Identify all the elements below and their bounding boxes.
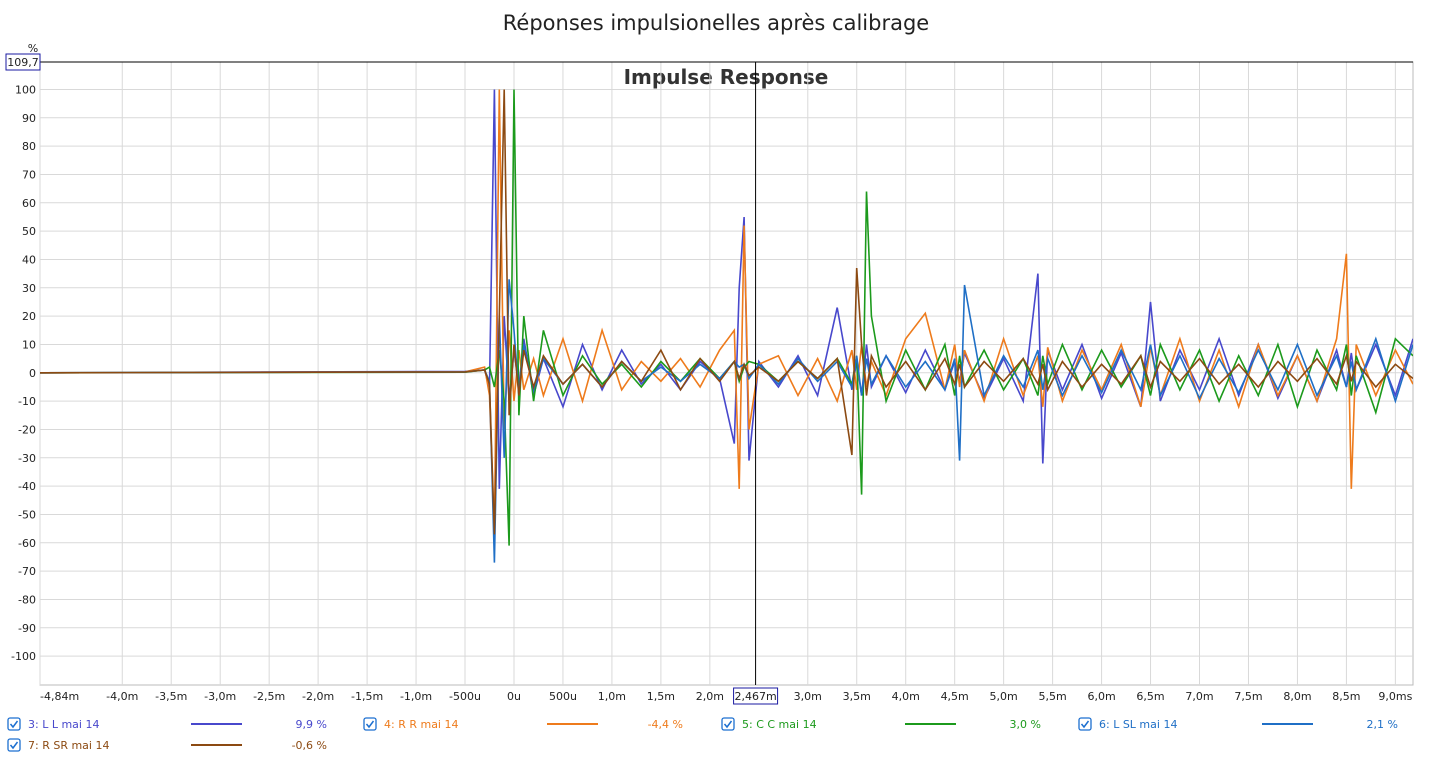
y-tick-label: 10 [22, 338, 36, 351]
series-line [40, 89, 1413, 535]
legend-checkbox[interactable] [1078, 717, 1092, 731]
y-unit: % [28, 42, 38, 55]
legend-value: -0,6 % [292, 739, 327, 752]
legend-checkbox[interactable] [721, 717, 735, 731]
x-tick-label: 5,5m [1039, 690, 1067, 703]
x-tick-label: 6,5m [1136, 690, 1164, 703]
x-tick-label: 4,5m [941, 690, 969, 703]
legend-check [365, 720, 375, 729]
y-tick-label: -10 [18, 395, 36, 408]
x-tick-label: -1,0m [400, 690, 432, 703]
x-tick-label: -4,0m [106, 690, 138, 703]
y-tick-label: -90 [18, 622, 36, 635]
y-tick-label: 80 [22, 140, 36, 153]
legend-check [1080, 720, 1090, 729]
x-tick-label: 3,0m [794, 690, 822, 703]
y-tick-label: -80 [18, 593, 36, 606]
legend-value: 9,9 % [296, 718, 327, 731]
y-tick-label: 40 [22, 253, 36, 266]
cursor-x-label: 2,467m [734, 690, 776, 703]
y-tick-label: 90 [22, 112, 36, 125]
y-tick-label: 100 [15, 83, 36, 96]
x-tick-label: 1,5m [647, 690, 675, 703]
chart-title: Réponses impulsionelles après calibrage [503, 11, 929, 35]
cursor-x-box [733, 687, 779, 705]
x-tick-label: 0u [507, 690, 521, 703]
y-tick-label: 20 [22, 310, 36, 323]
x-tick-label: 4,0m [892, 690, 920, 703]
legend-check [723, 720, 733, 729]
series-line [40, 89, 1413, 546]
x-tick-label: 6,0m [1087, 690, 1115, 703]
chart-subtitle: Impulse Response [624, 65, 829, 89]
cursor-y-box [5, 53, 41, 71]
y-tick-label: -20 [18, 423, 36, 436]
legend-checkbox[interactable] [363, 717, 377, 731]
x-tick-label: 5,0m [990, 690, 1018, 703]
legend-label: 7: R SR mai 14 [28, 739, 109, 752]
legend-checkbox[interactable] [7, 738, 21, 752]
legend-value: 3,0 % [1010, 718, 1041, 731]
legend-checkbox[interactable] [7, 717, 21, 731]
y-tick-label: -50 [18, 508, 36, 521]
y-tick-label: 30 [22, 282, 36, 295]
x-tick-label: -1,5m [351, 690, 383, 703]
x-tick-label: 8,0m [1283, 690, 1311, 703]
plot-area [39, 61, 1414, 686]
y-tick-label: -70 [18, 565, 36, 578]
x-tick-label: 2,0m [696, 690, 724, 703]
series-line [40, 279, 1413, 563]
x-tick-label: -2,0m [302, 690, 334, 703]
y-tick-label: -60 [18, 537, 36, 550]
x-tick-label: 1,0m [598, 690, 626, 703]
y-tick-label: 70 [22, 168, 36, 181]
x-tick-label: 8,5m [1332, 690, 1360, 703]
lines [40, 89, 1413, 563]
x-tick-label: -4,84m [40, 690, 79, 703]
legend-label: 6: L SL mai 14 [1099, 718, 1177, 731]
legend-check [9, 741, 19, 750]
cursor-y-label: 109,7 [7, 56, 39, 69]
legend-value: -4,4 % [648, 718, 683, 731]
y-tick-label: -100 [11, 650, 36, 663]
x-tick-label: -2,5m [253, 690, 285, 703]
legend-label: 3: L L mai 14 [28, 718, 99, 731]
y-tick-label: -40 [18, 480, 36, 493]
y-tick-label: 60 [22, 197, 36, 210]
y-tick-label: -30 [18, 452, 36, 465]
x-tick-label: -3,5m [155, 690, 187, 703]
y-tick-label: 0 [29, 367, 36, 380]
x-tick-label: 500u [549, 690, 577, 703]
legend-check [9, 720, 19, 729]
legend-label: 4: R R mai 14 [384, 718, 459, 731]
x-tick-label: 3,5m [843, 690, 871, 703]
x-tick-label: 7,5m [1234, 690, 1262, 703]
legend-value: 2,1 % [1367, 718, 1398, 731]
legend-label: 5: C C mai 14 [742, 718, 817, 731]
x-tick-label: -500u [449, 690, 481, 703]
x-tick-label: -3,0m [204, 690, 236, 703]
x-tick-label: 9,0ms [1378, 690, 1412, 703]
x-tick-label: 7,0m [1185, 690, 1213, 703]
y-tick-label: 50 [22, 225, 36, 238]
